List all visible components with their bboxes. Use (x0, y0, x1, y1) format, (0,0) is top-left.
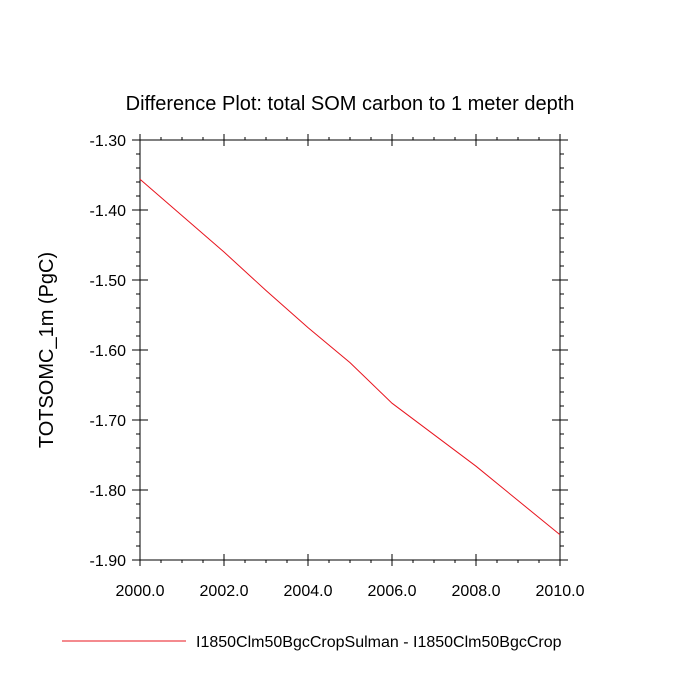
y-tick-label: -1.90 (90, 553, 127, 570)
plot-area: 2000.0 2002.0 2004.0 2006.0 2008.0 2010.0 -1.3… (90, 133, 585, 600)
x-tick-label: 2004.0 (284, 583, 333, 600)
legend: I1850Clm50BgcCropSulman - I1850Clm50BgcC… (62, 634, 562, 651)
plot-frame (139, 139, 561, 561)
y-axis-label: TOTSOMC_1m (PgC) (36, 252, 58, 448)
y-tick-label: -1.60 (90, 343, 127, 360)
y-tick-label: -1.40 (90, 203, 127, 220)
x-tick-label: 2000.0 (116, 583, 165, 600)
y-tick-label: -1.80 (90, 483, 127, 500)
x-tick-label: 2002.0 (200, 583, 249, 600)
chart-title: Difference Plot: total SOM carbon to 1 m… (126, 93, 575, 115)
y-tick-label: -1.30 (90, 133, 127, 150)
x-tick-label: 2010.0 (536, 583, 585, 600)
series-line (139, 178, 561, 536)
y-tick-label: -1.50 (90, 273, 127, 290)
x-tick-label: 2008.0 (452, 583, 501, 600)
x-tick-label: 2006.0 (368, 583, 417, 600)
legend-label: I1850Clm50BgcCropSulman - I1850Clm50BgcC… (196, 634, 562, 651)
y-tick-label: -1.70 (90, 413, 127, 430)
